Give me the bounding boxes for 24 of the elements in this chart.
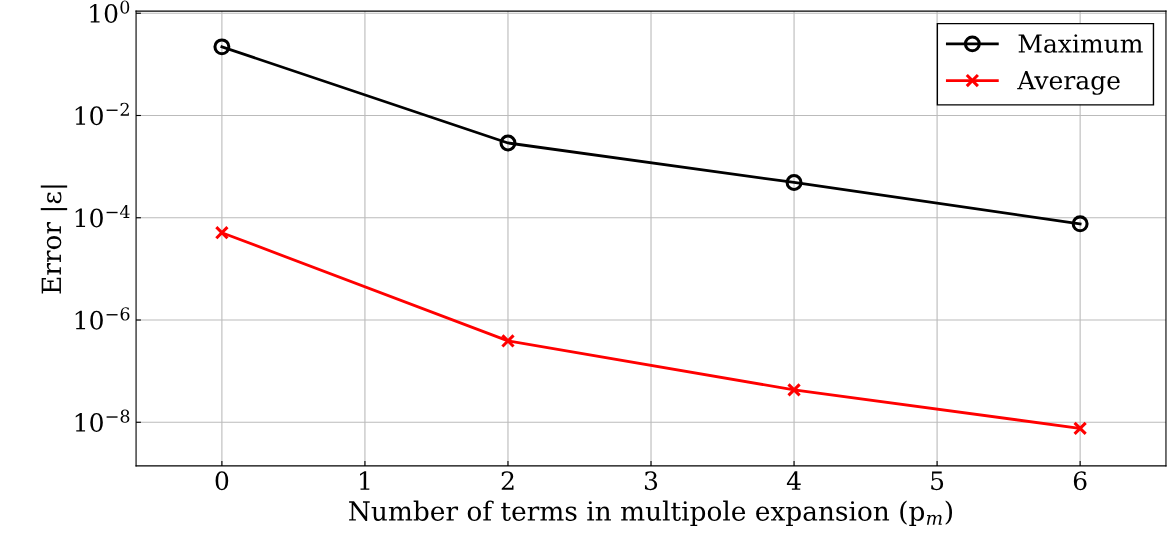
x-tick-label: 3 [644, 471, 658, 491]
x-tick-label: 1 [360, 471, 370, 490]
x-tick-label: 2 [501, 471, 514, 490]
y-tick-label: 10$^{−6}$ [75, 307, 130, 330]
y-tick-label: 10$^{−4}$ [75, 205, 130, 228]
legend-label: Maximum [1018, 34, 1143, 53]
point [786, 382, 802, 397]
y-tick-label: 10$^{−8}$ [75, 409, 130, 432]
point [214, 225, 229, 240]
point [1071, 215, 1089, 233]
point [1073, 421, 1088, 436]
x-tick-label: 0 [215, 471, 229, 491]
point [213, 38, 231, 56]
x-tick-label: 5 [931, 471, 944, 491]
y-tick-label: 10$^{0}$ [90, 0, 130, 23]
x-tick-label: 4 [786, 471, 801, 490]
y-axis-title: Error |ε| [40, 185, 68, 294]
point [500, 333, 516, 349]
point [785, 173, 803, 191]
point [499, 134, 517, 152]
legend-label: Average [1017, 71, 1120, 95]
x-axis-title: Number of terms in multipole expansion (p$_{m}$) [349, 500, 953, 527]
y-tick-label: 10$^{−2}$ [75, 102, 129, 126]
x-tick-label: 6 [1073, 471, 1087, 491]
